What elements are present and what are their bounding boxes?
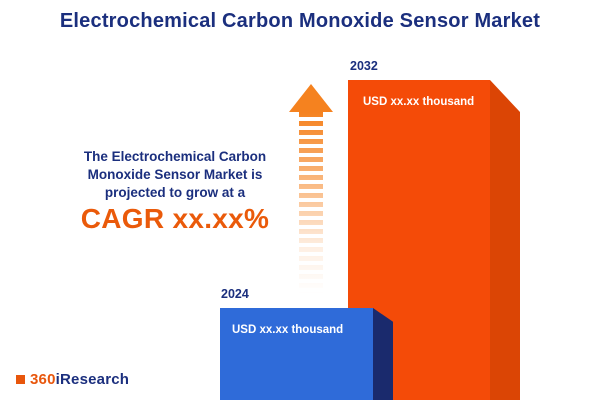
annotation-line-2: Monoxide Sensor Market is <box>87 167 263 183</box>
logo-prefix: 360 <box>30 371 56 388</box>
year-label-2032: 2032 <box>350 59 378 73</box>
logo-text: 360iResearch <box>30 371 129 388</box>
brand-logo: 360iResearch <box>16 371 129 388</box>
logo-suffix: iResearch <box>55 371 130 388</box>
annotation-line-1: The Electrochemical Carbon <box>83 149 267 164</box>
bar-2032-side-face <box>490 80 520 400</box>
bar-2024 <box>220 308 373 400</box>
page-title: Electrochemical Carbon Monoxide Sensor M… <box>59 10 541 32</box>
year-label-2024: 2024 <box>221 287 249 301</box>
value-label-2032: USD xx.xx thousand <box>363 96 475 108</box>
logo-square-icon <box>16 375 25 384</box>
annotation-line-3: projected to grow at a <box>104 185 246 201</box>
bar-2024-side-face <box>373 308 393 400</box>
growth-annotation: The Electrochemical Carbon Monoxide Sens… <box>55 148 295 203</box>
cagr-value: CAGR xx.xx% <box>80 203 270 234</box>
arrow-shaft-stripes <box>299 112 323 294</box>
value-label-2024: USD xx.xx thousand <box>232 324 344 336</box>
growth-arrow-icon <box>289 84 333 294</box>
arrow-head-icon <box>289 84 333 112</box>
